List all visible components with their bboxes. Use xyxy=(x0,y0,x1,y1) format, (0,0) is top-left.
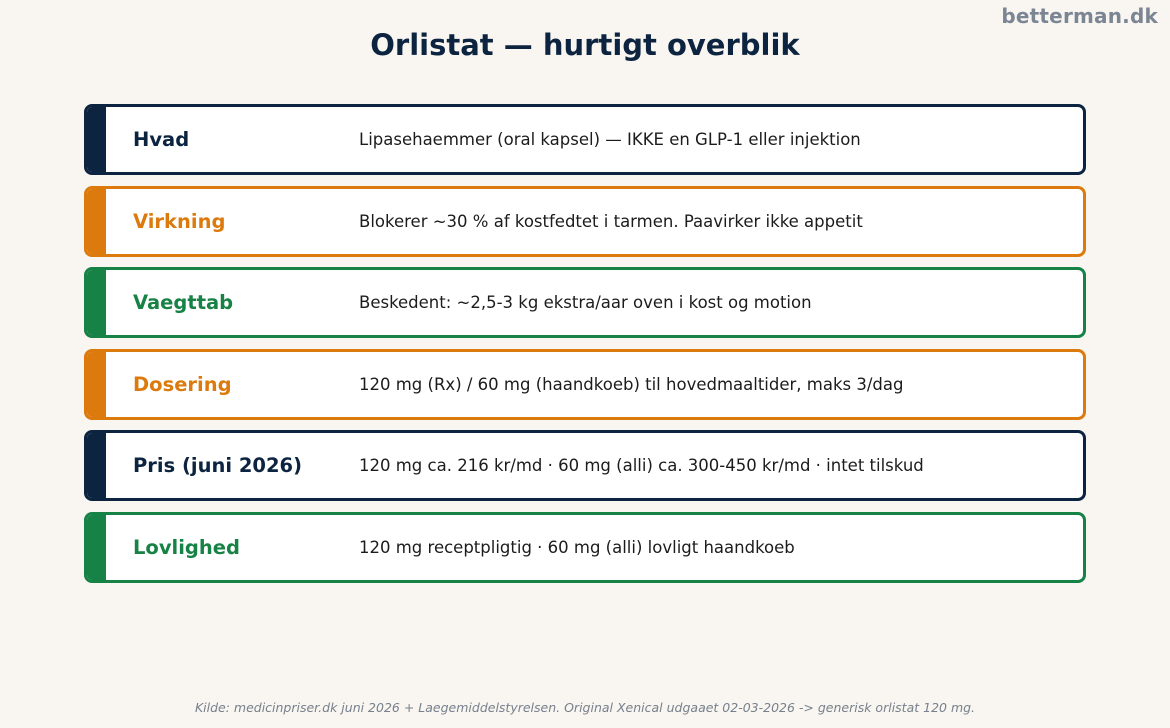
card-value: Beskedent: ~2,5-3 kg ekstra/aar oven i k… xyxy=(359,293,812,312)
card-accent-bar xyxy=(87,514,106,580)
card-pris: Pris (juni 2026) 120 mg ca. 216 kr/md · … xyxy=(84,430,1086,501)
card-value: 120 mg (Rx) / 60 mg (haandkoeb) til hove… xyxy=(359,374,904,394)
source-footnote: Kilde: medicinpriser.dk juni 2026 + Laeg… xyxy=(194,700,976,715)
overview-card-list: Hvad Lipasehaemmer (oral kapsel) — IKKE … xyxy=(84,104,1086,593)
card-label: Vaegttab xyxy=(133,291,234,314)
card-value: Blokerer ~30 % af kostfedtet i tarmen. P… xyxy=(359,211,863,231)
card-value: Lipasehaemmer (oral kapsel) — IKKE en GL… xyxy=(359,130,861,149)
card-accent-bar xyxy=(87,433,106,498)
card-virkning: Virkning Blokerer ~30 % af kostfedtet i … xyxy=(84,185,1086,257)
card-label: Lovlighed xyxy=(133,535,240,559)
card-dosering: Dosering 120 mg (Rx) / 60 mg (haandkoeb)… xyxy=(84,348,1086,420)
card-label: Hvad xyxy=(133,128,190,151)
card-label: Pris (juni 2026) xyxy=(133,454,303,477)
card-accent-bar xyxy=(87,270,106,335)
brand-logo-text: betterman.dk xyxy=(1001,4,1158,28)
card-lovlighed: Lovlighed 120 mg receptpligtig · 60 mg (… xyxy=(84,511,1086,583)
card-accent-bar xyxy=(87,107,106,172)
card-accent-bar xyxy=(87,188,106,254)
card-label: Dosering xyxy=(133,372,232,396)
card-accent-bar xyxy=(87,351,106,417)
card-label: Virkning xyxy=(133,209,226,233)
card-vaegttab: Vaegttab Beskedent: ~2,5-3 kg ekstra/aar… xyxy=(84,267,1086,338)
card-hvad: Hvad Lipasehaemmer (oral kapsel) — IKKE … xyxy=(84,104,1086,175)
card-value: 120 mg receptpligtig · 60 mg (alli) lovl… xyxy=(359,537,795,557)
page-title: Orlistat — hurtigt overblik xyxy=(370,28,800,62)
card-value: 120 mg ca. 216 kr/md · 60 mg (alli) ca. … xyxy=(359,456,924,475)
